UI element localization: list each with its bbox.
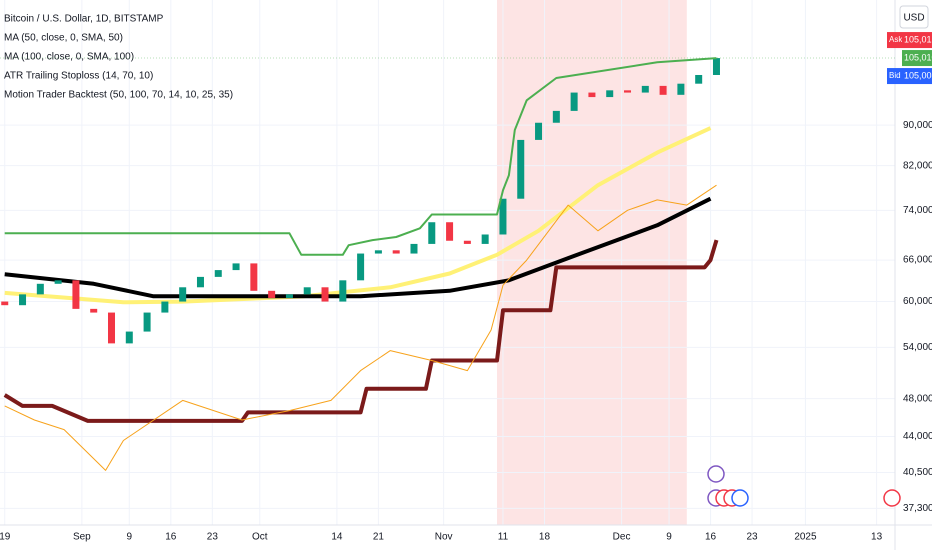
x-tick-label: Oct [252,532,268,543]
price-label-box [902,32,932,49]
event-icon[interactable] [883,489,901,507]
x-tick-label: 21 [373,532,385,543]
legend-entry: ATR Trailing Stoploss (14, 70, 10) [4,71,153,82]
currency[interactable]: USD [903,13,924,24]
candle-body [285,294,293,298]
x-tick-label: 13 [871,532,883,543]
candle-body [196,276,204,288]
y-tick-label: 74,000 [903,205,932,216]
candle-body [374,250,382,254]
candle-body [535,122,543,140]
candle-body [517,139,525,199]
price-label-tag [887,32,902,49]
candle-body [357,253,365,281]
candle-body [463,240,471,244]
last-price-label: 105,010 [904,52,932,62]
candle-body [250,263,258,291]
x-tick-label: Sep [73,532,91,543]
last-price-box [902,50,932,67]
y-tick-label: 60,000 [903,296,932,307]
indicator-line [4,184,717,471]
candle-body [624,90,632,93]
y-tick-label: 44,000 [903,431,932,442]
y-tick-label: 37,300 [903,503,932,514]
x-tick-label: 16 [165,532,177,543]
x-tick-label: 2025 [794,532,817,543]
candle-body [19,294,27,306]
x-tick-label: 14 [331,532,343,543]
y-tick-label: 40,500 [903,467,932,478]
candle-body [588,92,596,98]
candle-body [606,90,614,98]
event-icons [707,465,901,507]
event-icon[interactable] [707,465,725,483]
candle-body [392,250,400,254]
candle-body [570,92,578,111]
candle-body [481,234,489,244]
indicator-line [4,196,712,299]
candle-body [428,222,436,244]
candle-body [339,280,347,302]
candle-body [143,312,151,332]
candle-body [677,83,685,95]
y-tick-label: 66,000 [903,255,932,266]
candle-body [1,301,9,306]
candle-body [54,280,62,284]
y-tick-label: 54,000 [903,342,932,353]
candle-body [303,287,311,295]
x-tick-label: 9 [127,532,133,543]
candle-body [446,222,454,241]
highlight-band [497,0,687,525]
price-label-value: 105,012 [904,34,932,44]
candle-body [268,290,276,298]
candle-body [695,74,703,84]
indicator-line [3,239,719,423]
event-icon[interactable] [731,489,749,507]
candle-body [214,270,222,277]
candle-body [161,301,169,313]
price-label-value: 105,008 [904,70,932,80]
x-tick-label: 18 [539,532,551,543]
x-tick-label: Dec [613,532,631,543]
candle-body [90,308,98,313]
candle-body [108,312,116,344]
price-label-name: Bid [889,71,901,80]
plot-area [0,0,895,525]
x-tick-label: 23 [207,532,219,543]
candle-body [552,110,560,123]
x-tick-label: 19 [0,532,11,543]
candle-body [321,287,329,302]
candle-body [179,287,187,302]
legend-entry: MA (100, close, 0, SMA, 100) [4,52,134,63]
x-tick-label: 11 [498,532,509,543]
y-tick-label: 82,000 [903,160,932,171]
y-tick-label: 48,000 [903,393,932,404]
candle-body [232,263,240,271]
candle-body [712,58,720,75]
candle-body [72,280,80,309]
price-label-tag [887,68,902,85]
candle-body [499,198,507,235]
legend-entry: Motion Trader Backtest (50, 100, 70, 14,… [4,90,233,101]
price-label-box [902,68,932,85]
x-tick-label: 23 [746,532,758,543]
candle-body [641,85,649,93]
price-label-name: Ask [889,35,903,44]
indicator-line [4,57,717,256]
candle-body [36,283,44,295]
x-tick-label: Nov [435,532,453,543]
candle-body [125,331,133,344]
currency-box[interactable] [899,5,929,29]
x-tick-label: 16 [705,532,717,543]
chart-title: Bitcoin / U.S. Dollar, 1D, BITSTAMP [4,14,164,25]
x-tick-label: 9 [666,532,672,543]
legend-entry: MA (50, close, 0, SMA, 50) [4,33,123,44]
y-tick-label: 90,000 [903,120,932,131]
candle-body [659,85,667,95]
candle-body [410,243,418,254]
